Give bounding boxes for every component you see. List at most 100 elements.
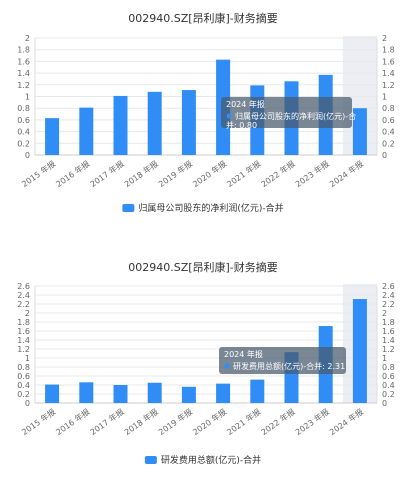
y-tick-left: 2.2 (17, 300, 30, 309)
tooltip-line: 归属母公司股东的净利润(亿元)-合 (235, 111, 356, 121)
x-tick-label: 2017 年报 (88, 158, 126, 189)
bar (181, 386, 196, 403)
bar (147, 91, 162, 155)
y-tick-left: 1.2 (17, 81, 30, 90)
legend: 归属母公司股东的净利润(亿元)-合并 (122, 202, 284, 214)
y-tick-right: 2.4 (382, 291, 395, 300)
tooltip-title: 2024 年报 (224, 349, 263, 359)
x-tick-label: 2017 年报 (88, 406, 126, 437)
y-tick-left: 0 (25, 399, 30, 408)
y-tick-left: 1.6 (17, 327, 30, 336)
y-tick-right: 1.2 (382, 81, 395, 90)
y-tick-right: 1 (382, 93, 387, 102)
x-tick-label: 2023 年报 (293, 406, 331, 437)
y-tick-left: 0.6 (17, 116, 30, 125)
tooltip-line: 研发费用总额(亿元)-合并: 2.31 (233, 361, 345, 371)
x-tick-label: 2024 年报 (327, 406, 365, 437)
y-tick-right: 2.2 (382, 300, 395, 309)
y-tick-left: 1.4 (17, 336, 30, 345)
y-tick-right: 1.2 (382, 345, 395, 354)
y-tick-left: 0.2 (17, 139, 30, 148)
y-tick-right: 1.6 (382, 57, 395, 66)
bar (45, 118, 60, 155)
tooltip-box (221, 97, 352, 128)
x-tick-label: 2021 年报 (225, 158, 263, 189)
x-tick-label: 2018 年报 (122, 406, 160, 437)
legend: 研发费用总额(亿元)-合并 (144, 454, 261, 466)
bar (250, 379, 265, 403)
y-tick-left: 0 (25, 151, 30, 160)
chart-title: 002940.SZ[昂利康]-财务摘要 (128, 260, 278, 274)
y-tick-left: 0.4 (17, 381, 30, 390)
y-tick-left: 0.8 (17, 104, 30, 113)
legend-label: 研发费用总额(亿元)-合并 (161, 454, 261, 466)
y-tick-left: 1.2 (17, 345, 30, 354)
y-tick-left: 1.8 (17, 318, 30, 327)
y-tick-right: 0.4 (382, 128, 395, 137)
x-tick-label: 2019 年报 (156, 158, 194, 189)
tooltip-title: 2024 年报 (226, 99, 265, 109)
tooltip-box (219, 347, 346, 374)
x-tick-label: 2021 年报 (225, 406, 263, 437)
y-tick-right: 0.2 (382, 390, 395, 399)
y-tick-left: 0.6 (17, 372, 30, 381)
tooltip-marker (226, 113, 232, 119)
y-tick-left: 0.8 (17, 363, 30, 372)
y-tick-right: 1.4 (382, 336, 395, 345)
y-tick-left: 0.4 (17, 128, 30, 137)
y-tick-left: 1 (25, 354, 30, 363)
bar (352, 108, 367, 155)
x-tick-label: 2018 年报 (122, 158, 160, 189)
legend-swatch (122, 204, 135, 212)
bar (147, 382, 162, 403)
y-tick-left: 2 (25, 34, 30, 43)
tooltip-line: 并: 0.80 (226, 120, 257, 130)
y-tick-right: 0.4 (382, 381, 395, 390)
y-tick-left: 0.2 (17, 390, 30, 399)
tooltip-marker (224, 363, 230, 369)
bar (352, 299, 367, 403)
y-tick-right: 0 (382, 399, 387, 408)
y-tick-right: 0 (382, 151, 387, 160)
y-tick-right: 0.8 (382, 104, 395, 113)
legend-label: 归属母公司股东的净利润(亿元)-合并 (138, 202, 283, 214)
x-tick-label: 2015 年报 (20, 158, 58, 189)
rd-expense-chart: 002940.SZ[昂利康]-财务摘要 0 00.2 0.20.4 0.40.6 0.6… (17, 260, 395, 466)
x-tick-label: 2024 年报 (327, 158, 365, 189)
y-tick-right: 0.8 (382, 363, 395, 372)
x-tick-label: 2020 年报 (191, 406, 229, 437)
x-tick-label: 2016 年报 (54, 158, 92, 189)
y-tick-left: 1.8 (17, 46, 30, 55)
chart-title: 002940.SZ[昂利康]-财务摘要 (128, 11, 278, 25)
bar (79, 107, 94, 155)
bar (181, 90, 196, 155)
net-profit-chart: 002940.SZ[昂利康]-财务摘要 0 0 0.2 0.2 0.4 0.4 0.6 0.6… (17, 11, 395, 214)
chart-panel-rd-expense: 002940.SZ[昂利康]-财务摘要 0 0 0.2 0.2 0.4 0.4 0.6 0.6… (0, 255, 407, 479)
bar (79, 382, 94, 403)
x-tick-label: 2016 年报 (54, 406, 92, 437)
y-tick-left: 1.6 (17, 57, 30, 66)
y-tick-left: 2.4 (17, 291, 30, 300)
x-tick-label: 2020 年报 (191, 158, 229, 189)
bar (216, 383, 231, 403)
x-tick-label: 2015 年报 (20, 406, 58, 437)
y-tick-left: 1 (25, 93, 30, 102)
x-tick-label: 2023 年报 (293, 158, 331, 189)
y-tick-right: 1.8 (382, 46, 395, 55)
y-tick-right: 1 (382, 354, 387, 363)
y-tick-left: 2.6 (17, 282, 30, 291)
y-tick-right: 2.6 (382, 282, 395, 291)
bar (113, 385, 128, 403)
legend-swatch (144, 456, 157, 464)
y-tick-right: 0.6 (382, 372, 395, 381)
bar (45, 384, 60, 403)
bar (113, 95, 128, 155)
y-tick-right: 1.4 (382, 69, 395, 78)
y-tick-left: 1.4 (17, 69, 30, 78)
y-tick-right: 2 (382, 34, 387, 43)
x-tick-label: 2019 年报 (156, 406, 194, 437)
y-tick-right: 1.8 (382, 318, 395, 327)
y-tick-right: 2 (382, 309, 387, 318)
